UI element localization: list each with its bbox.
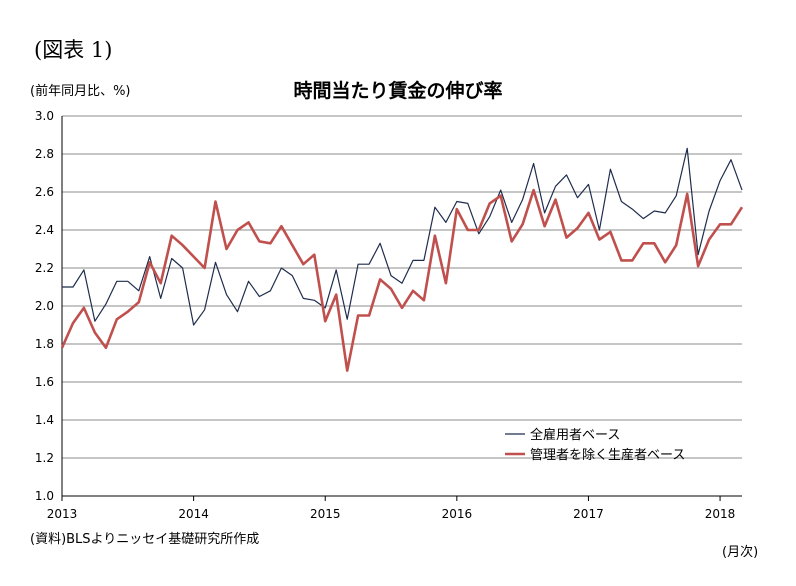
x-unit-label: (月次) <box>722 545 759 560</box>
x-tick-label: 2015 <box>310 507 341 521</box>
series-layer <box>60 147 744 372</box>
series-line-1 <box>62 147 743 326</box>
y-tick-label: 1.8 <box>35 337 54 351</box>
series-line-2 <box>60 188 744 372</box>
y-tick-label: 2.2 <box>35 261 54 275</box>
y-tick-label: 1.6 <box>35 375 54 389</box>
x-tick-label: 2017 <box>573 507 604 521</box>
x-tick-label: 2013 <box>47 507 78 521</box>
y-tick-label: 1.0 <box>35 489 54 503</box>
y-tick-label: 3.0 <box>35 109 54 123</box>
figure-label: (図表 1) <box>34 38 113 62</box>
y-tick-label: 2.4 <box>35 223 54 237</box>
legend-label-2: 管理者を除く生産者ベース <box>530 447 685 463</box>
x-tick-label: 2014 <box>178 507 209 521</box>
y-tick-label: 2.8 <box>35 147 54 161</box>
source-note: (資料)BLSよりニッセイ基礎研究所作成 <box>30 532 260 547</box>
y-tick-label: 2.6 <box>35 185 54 199</box>
y-tick-label: 1.2 <box>35 451 54 465</box>
y-tick-label: 1.4 <box>35 413 54 427</box>
grid-layer <box>62 115 742 497</box>
y-tick-label: 2.0 <box>35 299 54 313</box>
legend-label-1: 全雇用者ベース <box>530 427 620 443</box>
x-tick-label: 2018 <box>705 507 736 521</box>
y-unit-label: (前年同月比、%) <box>30 84 131 99</box>
x-tick-label: 2016 <box>442 507 473 521</box>
chart-title: 時間当たり賃金の伸び率 <box>293 80 503 102</box>
axis-layer: 1.0 1.2 1.4 1.6 1.8 2.0 2.2 2.4 2.6 2.8 3.0 2013 201… <box>35 109 742 521</box>
